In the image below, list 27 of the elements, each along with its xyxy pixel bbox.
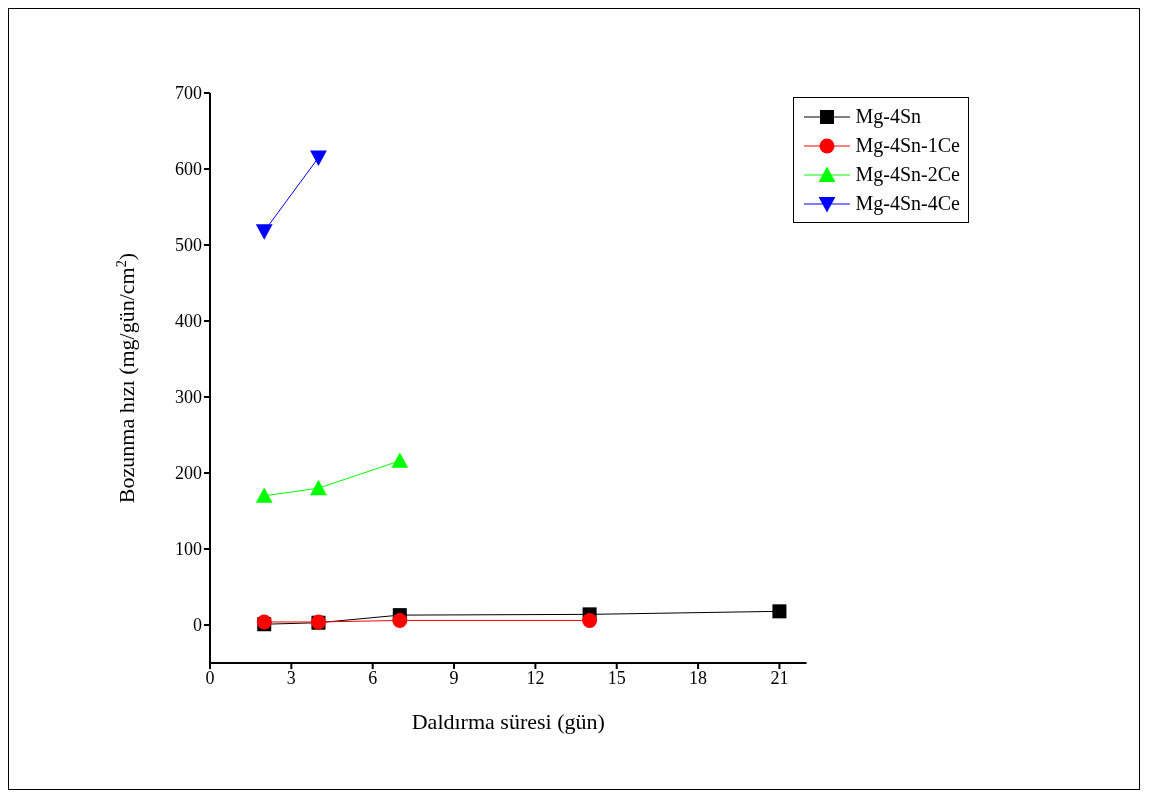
x-axis-title: Daldırma süresi (gün)	[411, 709, 605, 734]
y-tick-label: 500	[175, 235, 202, 256]
y-tick-label: 300	[175, 387, 202, 408]
point	[772, 604, 787, 619]
x-tick-label: 18	[689, 667, 708, 688]
y-tick-label: 600	[175, 159, 202, 180]
point	[582, 612, 598, 628]
y-tick-label: 100	[175, 539, 202, 560]
legend-label: Mg-4Sn-2Ce	[855, 163, 960, 186]
legend-label: Mg-4Sn-4Ce	[855, 192, 960, 215]
x-tick-label: 15	[607, 667, 626, 688]
point	[255, 487, 273, 503]
point	[392, 612, 408, 628]
legend-label: Mg-4Sn	[855, 105, 922, 128]
y-tick-label: 700	[175, 83, 202, 104]
x-tick-label: 9	[449, 667, 459, 688]
point	[310, 479, 327, 496]
x-tick-label: 3	[286, 667, 296, 688]
y-tick-label: 400	[175, 311, 202, 332]
y-tick-label: 200	[175, 463, 202, 484]
y-tick-label: 0	[193, 615, 202, 636]
point	[391, 452, 409, 468]
x-tick-label: 0	[205, 667, 215, 688]
x-tick-label: 6	[368, 667, 378, 688]
legend-label: Mg-4Sn-1Ce	[855, 134, 960, 157]
x-tick-label: 12	[526, 667, 545, 688]
x-tick-label: 21	[770, 667, 789, 688]
